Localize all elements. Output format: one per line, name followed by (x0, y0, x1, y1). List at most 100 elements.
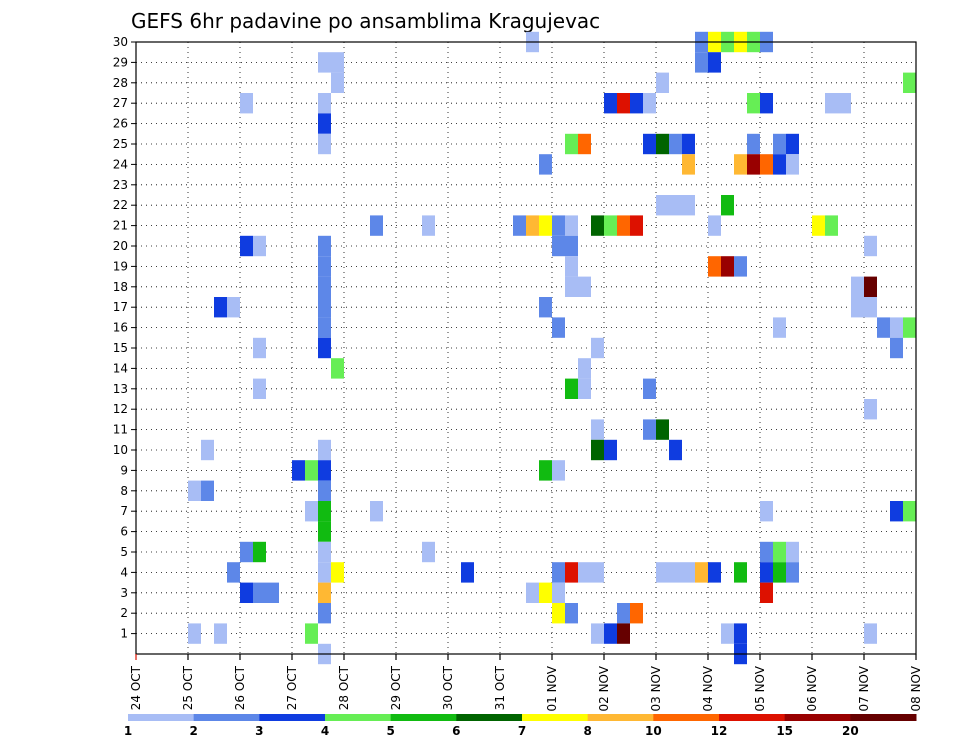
heatmap-cell (318, 337, 331, 359)
heatmap-cell (760, 154, 773, 175)
legend-label: 6 (452, 724, 460, 738)
heatmap-cell (240, 541, 253, 563)
heatmap-cell (318, 133, 331, 155)
heatmap-cell (565, 215, 578, 236)
heatmap-cell (318, 276, 331, 297)
y-tick-label: 24 (113, 157, 128, 171)
legend-label: 7 (518, 724, 526, 738)
heatmap-cell (578, 276, 591, 297)
y-tick-label: 16 (113, 321, 128, 335)
heatmap-cell (682, 562, 695, 583)
heatmap-cell (565, 562, 578, 583)
y-tick-label: 30 (113, 35, 128, 49)
heatmap-cell (656, 419, 669, 440)
heatmap-cell (318, 113, 331, 134)
heatmap-cell (656, 133, 669, 155)
heatmap-cell (539, 297, 552, 318)
heatmap-cell (890, 317, 903, 338)
heatmap-cell (253, 378, 266, 399)
heatmap-cell (851, 276, 864, 297)
heatmap-cell (604, 93, 617, 114)
heatmap-cell (188, 480, 201, 501)
y-tick-label: 8 (120, 484, 128, 498)
heatmap-cell (318, 52, 331, 73)
heatmap-cell (539, 460, 552, 481)
heatmap-cell (786, 541, 799, 563)
x-tick-label: 25 OCT (181, 665, 195, 710)
heatmap-cell (565, 256, 578, 277)
heatmap-cell (318, 297, 331, 318)
legend-label: 4 (321, 724, 329, 738)
heatmap-cell (188, 623, 201, 644)
heatmap-cell (266, 582, 279, 603)
heatmap-cell (734, 562, 747, 583)
legend-swatch (128, 714, 195, 721)
heatmap-cell (773, 562, 786, 583)
heatmap-cell (578, 133, 591, 155)
heatmap-cell (253, 235, 266, 257)
x-tick-label: 07 NOV (857, 665, 871, 711)
heatmap-cell (760, 541, 773, 563)
heatmap-cell (617, 93, 630, 114)
heatmap-cell (552, 603, 565, 624)
y-tick-label: 14 (113, 361, 128, 375)
heatmap-cell (643, 378, 656, 399)
heatmap-cell (643, 93, 656, 114)
heatmap-cell (526, 582, 539, 603)
y-tick-label: 4 (120, 565, 128, 579)
heatmap-cell (617, 215, 630, 236)
legend-label: 15 (776, 724, 793, 738)
heatmap-cell (734, 256, 747, 277)
legend-swatch (456, 714, 523, 721)
heatmap-cell (643, 419, 656, 440)
x-tick-label: 26 OCT (233, 665, 247, 710)
heatmap-cell (864, 235, 877, 257)
heatmap-cell (747, 93, 760, 114)
heatmap-cell (851, 297, 864, 318)
heatmap-cell (656, 72, 669, 93)
heatmap-cell (591, 439, 604, 461)
heatmap-cell (539, 582, 552, 603)
heatmap-cell (318, 480, 331, 501)
heatmap-cell (240, 93, 253, 114)
y-tick-label: 3 (120, 586, 128, 600)
x-tick-label: 03 NOV (649, 665, 663, 711)
legend-swatch (653, 714, 720, 721)
heatmap-cell (656, 195, 669, 216)
chart-title: GEFS 6hr padavine po ansamblima Kragujev… (131, 9, 600, 33)
legend-label: 8 (583, 724, 591, 738)
heatmap-cell (695, 52, 708, 73)
heatmap-cell (318, 460, 331, 481)
y-tick-label: 13 (113, 382, 128, 396)
heatmap-cell (331, 72, 344, 93)
heatmap-cell (422, 215, 435, 236)
heatmap-cell (305, 460, 318, 481)
y-tick-label: 10 (113, 443, 128, 457)
legend-label: 20 (842, 724, 859, 738)
x-tick-label: 29 OCT (389, 665, 403, 710)
heatmap-cell (591, 623, 604, 644)
heatmap-cell (422, 541, 435, 563)
legend-label: 3 (255, 724, 263, 738)
y-tick-label: 21 (113, 219, 128, 233)
y-tick-label: 2 (120, 606, 128, 620)
x-tick-label: 01 NOV (545, 665, 559, 711)
heatmap-cell (708, 52, 721, 73)
heatmap-cell (552, 215, 565, 236)
heatmap-cell (864, 623, 877, 644)
heatmap-cell (370, 501, 383, 522)
heatmap-cell (669, 439, 682, 461)
heatmap-cell (552, 562, 565, 583)
heatmap-cell (318, 439, 331, 461)
heatmap-cell (630, 215, 643, 236)
heatmap-cell (890, 337, 903, 359)
heatmap-cell (591, 337, 604, 359)
heatmap-cell (604, 623, 617, 644)
heatmap-cell (552, 582, 565, 603)
x-tick-label: 27 OCT (285, 665, 299, 710)
heatmap-cell (708, 215, 721, 236)
y-tick-label: 5 (120, 545, 128, 559)
heatmap-cell (318, 317, 331, 338)
heatmap-cell (695, 562, 708, 583)
